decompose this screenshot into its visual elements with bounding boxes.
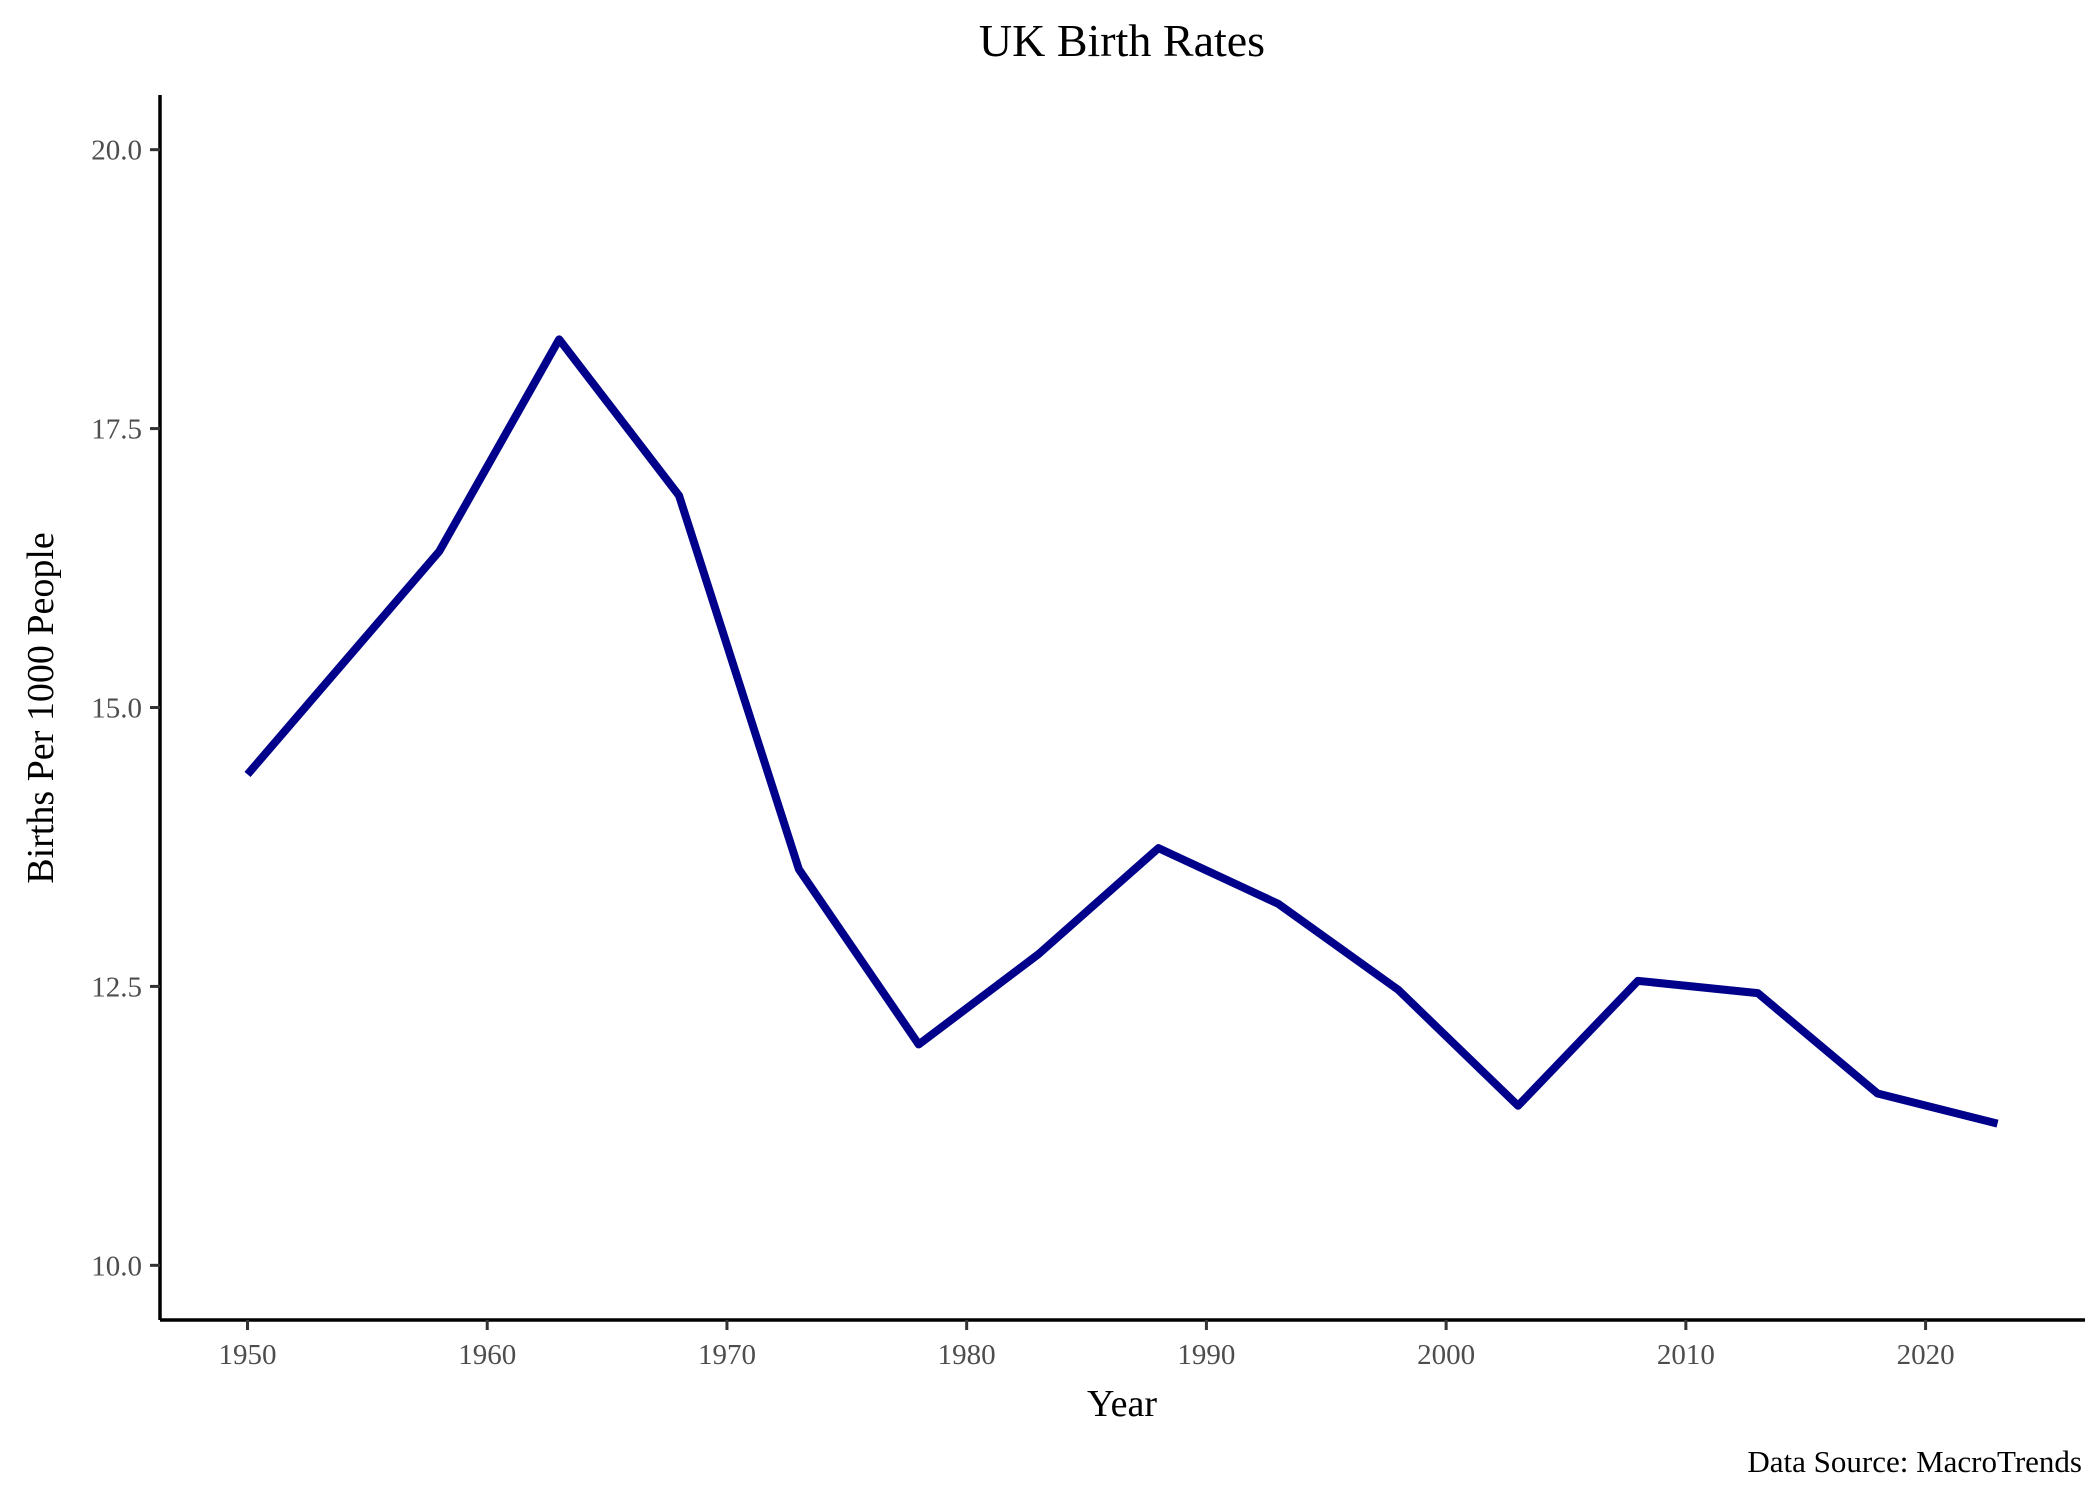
data-source-caption: Data Source: MacroTrends (1747, 1444, 2082, 1479)
x-tick-label: 2000 (1417, 1339, 1475, 1371)
series-layer (244, 335, 1999, 1128)
y-axis-ticks: 10.0 12.5 15.0 17.5 20.0 (91, 135, 160, 1282)
x-tick-label: 1950 (219, 1339, 277, 1371)
x-axis-title: Year (1087, 1383, 1157, 1425)
x-tick-label: 1990 (1177, 1339, 1235, 1371)
x-tick-label: 1960 (458, 1339, 516, 1371)
x-tick-label: 2010 (1657, 1339, 1715, 1371)
plot-area: 10.0 12.5 15.0 17.5 20.0 1950 1960 1970 1980 199… (91, 95, 2085, 1371)
y-tick-label: 20.0 (91, 135, 142, 167)
chart-title: UK Birth Rates (979, 15, 1265, 66)
y-tick-label: 17.5 (91, 414, 142, 446)
x-axis-ticks: 1950 1960 1970 1980 1990 2000 2010 2020 (219, 1320, 1955, 1371)
series-line-1 (244, 335, 1999, 1128)
y-tick-label: 15.0 (91, 693, 142, 725)
y-tick-label: 10.0 (91, 1250, 142, 1282)
y-axis-title: Births Per 1000 People (20, 532, 62, 883)
x-tick-label: 1970 (698, 1339, 756, 1371)
y-tick-label: 12.5 (91, 971, 142, 1003)
x-tick-label: 1980 (938, 1339, 996, 1371)
x-tick-label: 2020 (1897, 1339, 1955, 1371)
